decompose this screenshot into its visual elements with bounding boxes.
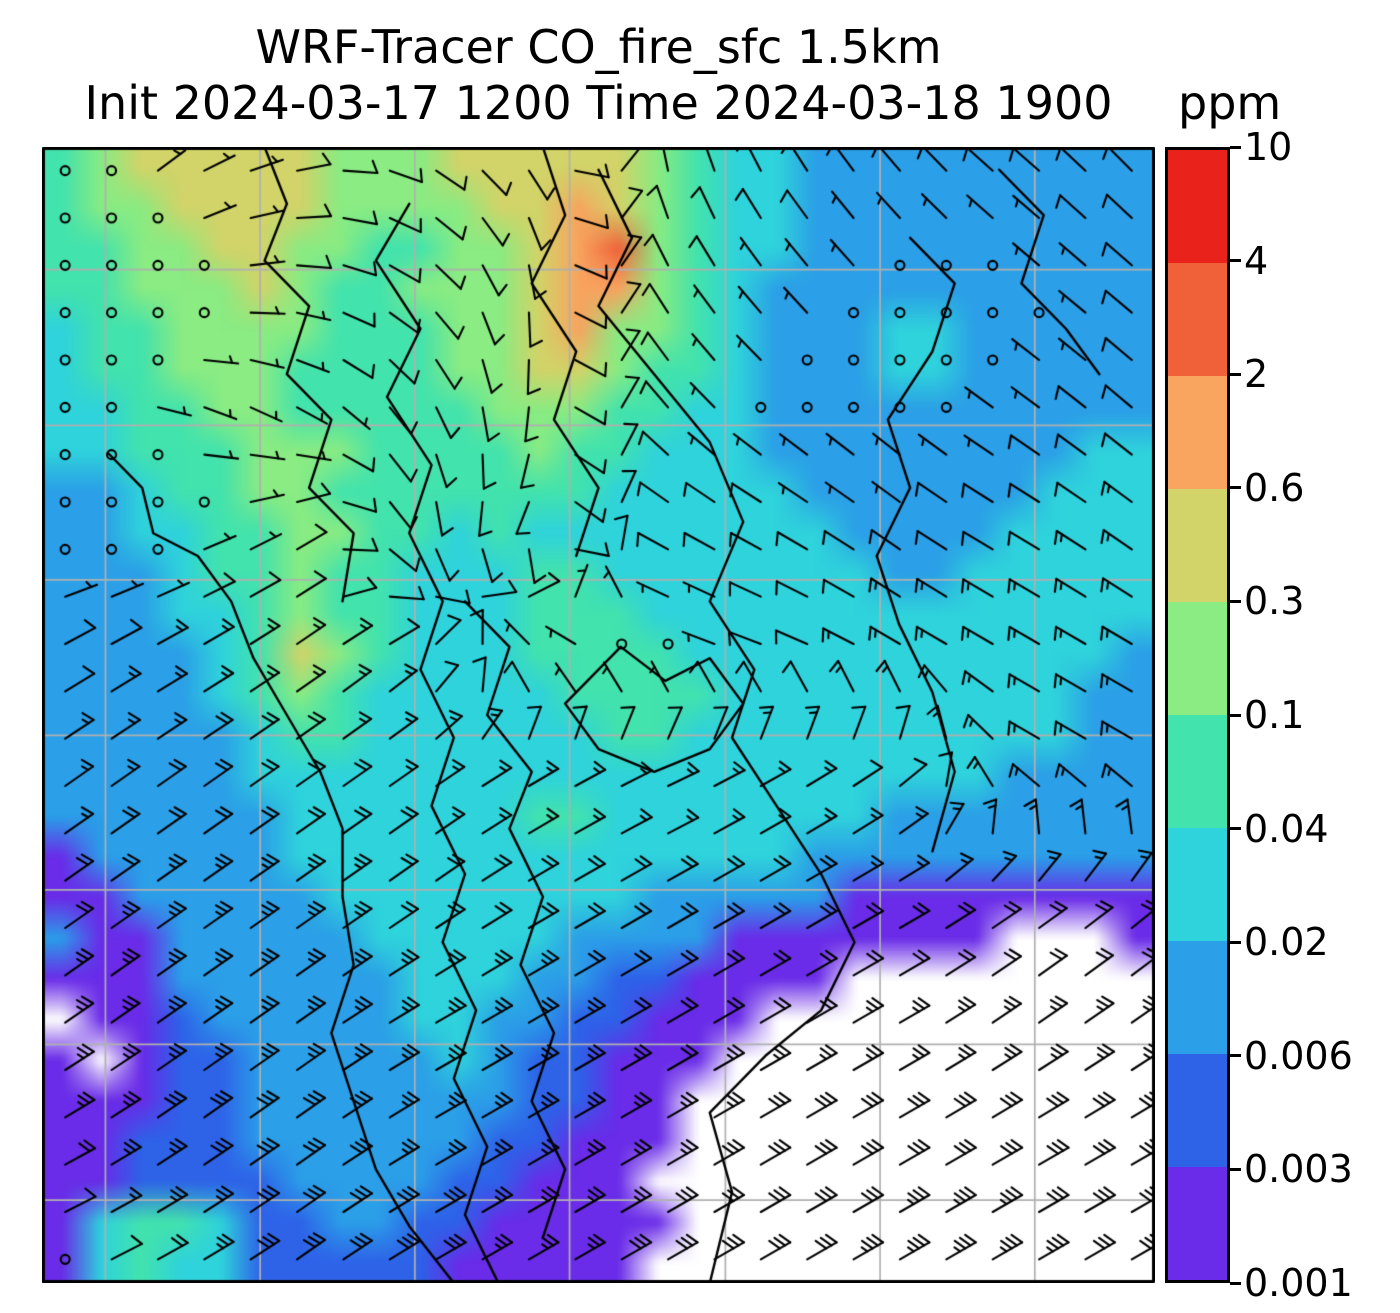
colorbar-tick-label: 0.001 — [1244, 1261, 1353, 1305]
colorbar-tick — [1230, 145, 1241, 149]
colorbar-tick — [1230, 1167, 1241, 1171]
colorbar-segment — [1168, 1054, 1227, 1167]
colorbar — [1165, 147, 1230, 1283]
colorbar-tick-label: 2 — [1244, 352, 1269, 397]
colorbar-segment — [1168, 602, 1227, 715]
colorbar-tick-label: 0.1 — [1244, 693, 1305, 737]
colorbar-tick — [1230, 827, 1241, 831]
colorbar-tick — [1230, 372, 1241, 376]
colorbar-tick — [1230, 599, 1241, 603]
colorbar-tick-label: 0.3 — [1244, 579, 1305, 624]
colorbar-segment — [1168, 489, 1227, 602]
colorbar-tick-label: 4 — [1244, 238, 1269, 283]
colorbar-tick-label: 0.02 — [1244, 920, 1329, 965]
plot-subtitle: Init 2024-03-17 1200 Time 2024-03-18 190… — [84, 76, 1113, 130]
colorbar-tick — [1230, 486, 1241, 490]
colorbar-tick — [1230, 259, 1241, 263]
colorbar-segment — [1168, 376, 1227, 489]
map-plot — [42, 147, 1155, 1283]
colorbar-tick-label: 0.006 — [1244, 1033, 1353, 1078]
colorbar-tick-label: 0.003 — [1244, 1147, 1353, 1192]
colorbar-tick — [1230, 1054, 1241, 1058]
colorbar-segment — [1168, 1167, 1227, 1280]
colorbar-segment — [1168, 715, 1227, 828]
colorbar-tick — [1230, 713, 1241, 717]
colorbar-tick-label: 0.6 — [1244, 465, 1305, 510]
colorbar-tick — [1230, 1281, 1241, 1285]
plot-title: WRF-Tracer CO_fire_sfc 1.5km — [255, 20, 942, 74]
colorbar-tick — [1230, 940, 1241, 944]
colorbar-segment — [1168, 263, 1227, 376]
colorbar-segment — [1168, 150, 1227, 263]
colorbar-tick-label: 0.04 — [1244, 806, 1329, 851]
colorbar-units-label: ppm — [1178, 76, 1282, 130]
colorbar-segment — [1168, 941, 1227, 1054]
colorbar-segment — [1168, 828, 1227, 941]
colorbar-tick-label: 10 — [1244, 125, 1293, 169]
